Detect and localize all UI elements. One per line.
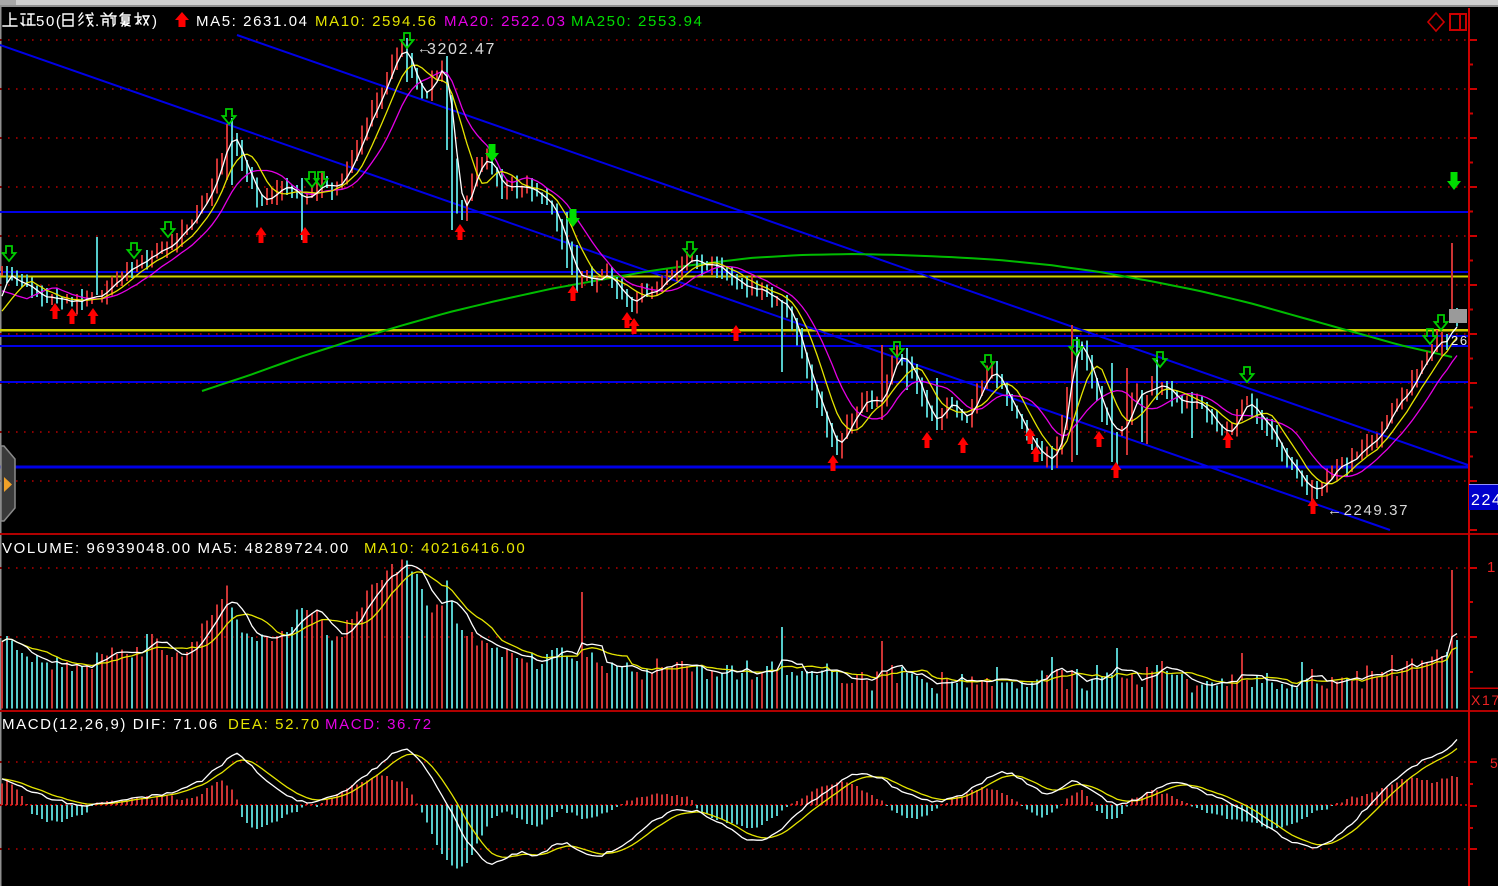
svg-text:.: . [95, 13, 101, 30]
svg-text:MA20: 2522.03: MA20: 2522.03 [444, 13, 567, 30]
svg-text:←: ← [417, 40, 433, 56]
svg-text:MACD(12,26,9) DIF: 71.06: MACD(12,26,9) DIF: 71.06 [2, 716, 219, 733]
svg-text:26: 26 [1451, 333, 1469, 348]
svg-text:X17: X17 [1471, 692, 1498, 708]
svg-text:MA5: 2631.04: MA5: 2631.04 [196, 13, 309, 30]
svg-text:MA10: 2594.56: MA10: 2594.56 [315, 13, 438, 30]
svg-text:): ) [152, 13, 159, 30]
svg-text:50(: 50( [36, 13, 62, 30]
svg-text:VOLUME: 96939048.00 MA5: 4828: VOLUME: 96939048.00 MA5: 48289724.00 [2, 540, 350, 557]
svg-text:←2249.37: ←2249.37 [1327, 502, 1409, 519]
svg-text:3202.47: 3202.47 [427, 41, 496, 58]
svg-text:DEA: 52.70: DEA: 52.70 [228, 716, 321, 733]
svg-text:1: 1 [1487, 559, 1497, 576]
svg-text:224: 224 [1471, 492, 1498, 509]
svg-text:MA10: 40216416.00: MA10: 40216416.00 [364, 540, 526, 557]
svg-text:5: 5 [1490, 755, 1498, 771]
svg-text:MACD: 36.72: MACD: 36.72 [325, 716, 433, 733]
svg-text:MA250: 2553.94: MA250: 2553.94 [571, 13, 703, 30]
